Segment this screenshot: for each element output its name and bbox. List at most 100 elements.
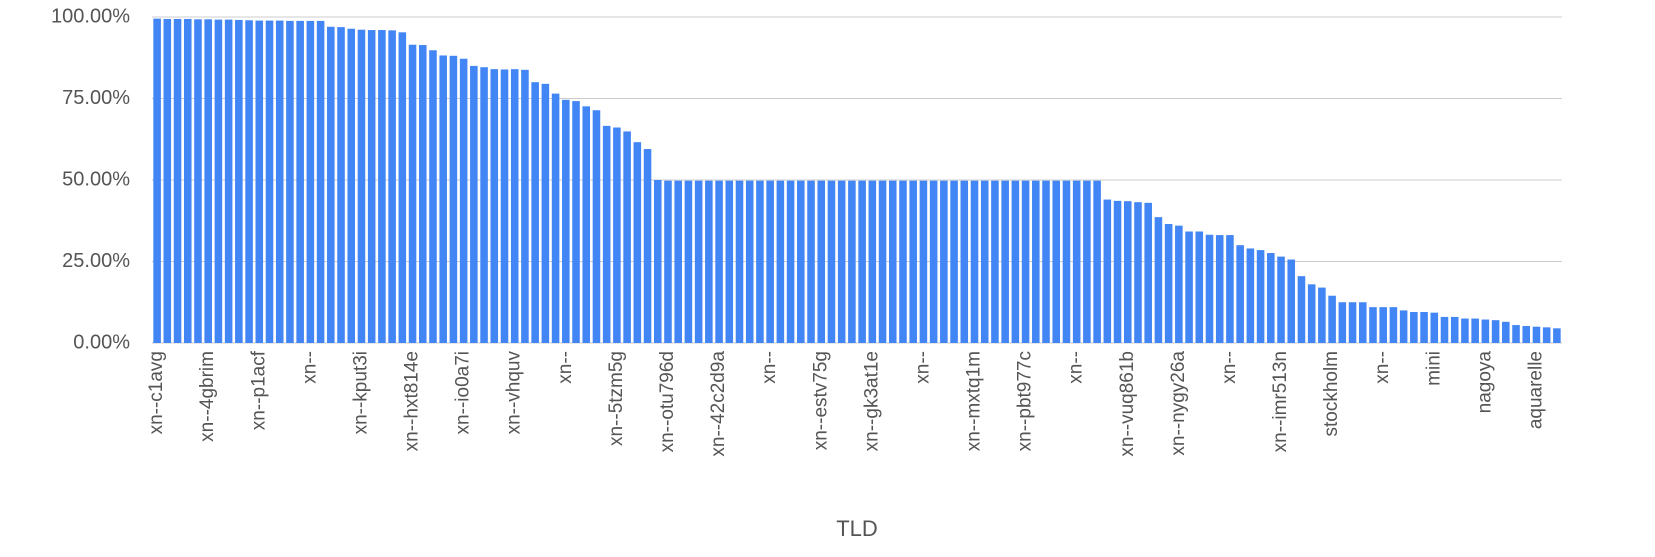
bar — [1328, 295, 1336, 343]
bar — [1093, 180, 1101, 343]
bar — [725, 180, 734, 343]
bar — [153, 18, 161, 343]
bar — [940, 180, 948, 343]
bar — [1134, 202, 1142, 343]
bar — [623, 131, 631, 343]
x-tick-label: xn--gk3at1e — [861, 351, 882, 451]
bar — [807, 180, 815, 343]
bar — [868, 180, 877, 343]
bar — [429, 50, 437, 343]
bar — [1042, 180, 1050, 343]
bar — [1307, 284, 1316, 343]
bar — [1103, 199, 1112, 343]
bar — [602, 125, 611, 343]
x-tick-label: xn--vuq861b — [1117, 351, 1138, 457]
bar — [1287, 259, 1296, 343]
bar — [1062, 180, 1071, 343]
bar — [1481, 319, 1490, 343]
bar — [1450, 316, 1459, 343]
bar — [1318, 287, 1326, 343]
bar — [173, 18, 182, 344]
bar — [705, 180, 713, 343]
bar — [1144, 202, 1152, 343]
bar — [1369, 307, 1377, 343]
x-tick-label: xn-- — [1372, 351, 1393, 384]
bar — [1338, 302, 1347, 343]
bar — [1256, 250, 1265, 343]
bar — [1001, 180, 1009, 343]
bar — [664, 180, 672, 343]
bar — [1164, 224, 1173, 343]
x-tick-label: xn--io0a7i — [453, 351, 474, 434]
bar — [163, 18, 172, 344]
bar — [1032, 180, 1040, 343]
bar — [224, 19, 233, 343]
bar — [296, 20, 304, 344]
bar — [633, 142, 642, 343]
bar — [960, 180, 969, 343]
bar — [337, 27, 345, 344]
bar — [694, 180, 703, 343]
x-tick-label: xn--hxt814e — [402, 351, 423, 451]
bar — [1440, 316, 1449, 343]
bar — [235, 19, 243, 344]
bar — [674, 180, 682, 343]
x-tick-label: xn-- — [1066, 351, 1087, 384]
y-tick-label: 75.00% — [62, 87, 130, 109]
bar — [980, 180, 989, 343]
bar — [388, 30, 396, 344]
bar — [1358, 302, 1367, 343]
bar — [582, 106, 591, 343]
x-tick-label: mini — [1423, 351, 1444, 386]
y-tick-label: 0.00% — [73, 331, 130, 353]
bar — [1420, 312, 1428, 343]
bar — [1021, 180, 1030, 343]
x-tick-label: xn--otu796d — [657, 351, 678, 452]
x-tick-label: xn-- — [555, 351, 576, 384]
x-tick-label: xn--estv75g — [810, 351, 831, 450]
y-tick-label: 100.00% — [51, 5, 130, 27]
bar — [643, 149, 652, 343]
bar — [1502, 321, 1510, 343]
bar — [470, 65, 478, 344]
bar — [1553, 328, 1561, 343]
x-tick-label: xn--5tzm5g — [606, 351, 627, 446]
bar — [1522, 326, 1531, 343]
bar — [1011, 180, 1020, 343]
bar — [1430, 312, 1439, 343]
x-tick-label: xn--42c2d9a — [708, 351, 729, 457]
bar — [194, 19, 202, 343]
x-tick-label: xn--p1acf — [248, 350, 269, 430]
bar — [327, 26, 335, 344]
bar — [480, 67, 488, 343]
bar — [214, 19, 223, 343]
bar — [1113, 200, 1122, 343]
x-tick-label: xn--imr513n — [1270, 351, 1291, 452]
bar — [286, 20, 294, 344]
bar — [653, 180, 662, 343]
bar — [837, 180, 846, 343]
x-tick-label: xn-- — [1219, 351, 1240, 384]
bar — [1461, 318, 1469, 343]
y-tick-label: 50.00% — [62, 168, 130, 190]
bar — [715, 180, 723, 343]
bar — [1277, 256, 1285, 343]
bar — [1195, 231, 1204, 343]
bar — [684, 180, 693, 343]
bar — [1083, 180, 1091, 343]
bar — [439, 55, 447, 344]
bar — [510, 69, 519, 343]
x-tick-label: xn--kput3i — [350, 351, 371, 434]
bar — [1471, 318, 1479, 343]
bar — [265, 20, 274, 344]
x-tick-label: xn--c1avg — [146, 351, 167, 434]
bar — [357, 29, 366, 344]
bar — [592, 110, 601, 344]
bar — [378, 30, 386, 343]
bar — [1399, 310, 1408, 343]
bar — [1379, 307, 1387, 343]
bar — [1175, 225, 1183, 343]
x-tick-label: stockholm — [1321, 351, 1342, 437]
bar — [797, 180, 805, 343]
